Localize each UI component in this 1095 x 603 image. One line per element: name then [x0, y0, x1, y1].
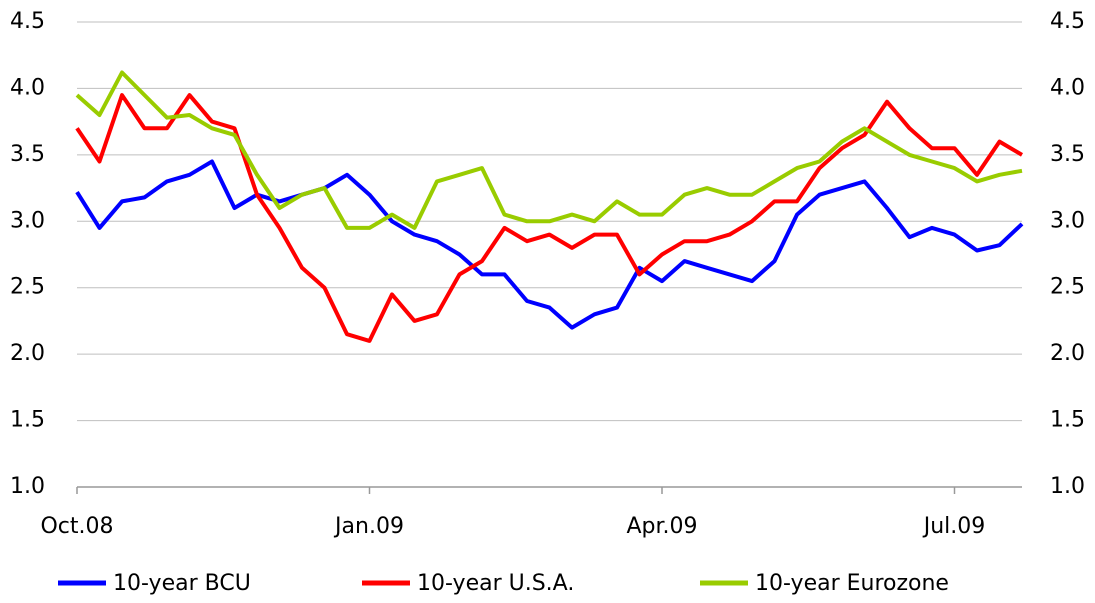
y-tick-label: 2.5: [10, 275, 45, 300]
x-tick-label: Oct.08: [40, 514, 113, 539]
y2-tick-label: 4.5: [1050, 9, 1085, 34]
y2-tick-label: 1.0: [1050, 474, 1085, 499]
y2-tick-label: 2.5: [1050, 275, 1085, 300]
legend-label: 10-year BCU: [113, 571, 251, 596]
x-tick-label: Jul.09: [922, 514, 986, 539]
y-tick-label: 1.5: [10, 408, 45, 433]
legend-label: 10-year Eurozone: [755, 571, 949, 596]
y-tick-label: 2.0: [10, 341, 45, 366]
y-tick-label: 3.0: [10, 208, 45, 233]
x-tick-label: Jan.09: [333, 514, 404, 539]
x-tick-label: Apr.09: [626, 514, 697, 539]
y-tick-label: 4.0: [10, 75, 45, 100]
y-tick-label: 3.5: [10, 142, 45, 167]
y2-tick-label: 1.5: [1050, 408, 1085, 433]
y2-tick-label: 2.0: [1050, 341, 1085, 366]
y2-tick-label: 3.0: [1050, 208, 1085, 233]
legend-label: 10-year U.S.A.: [417, 571, 574, 596]
y-tick-label: 4.5: [10, 9, 45, 34]
series-line: [75, 159, 1024, 330]
y2-tick-label: 3.5: [1050, 142, 1085, 167]
series-line: [75, 93, 1024, 343]
series-line: [75, 70, 1023, 230]
y-tick-label: 1.0: [10, 474, 45, 499]
y2-tick-label: 4.0: [1050, 75, 1085, 100]
